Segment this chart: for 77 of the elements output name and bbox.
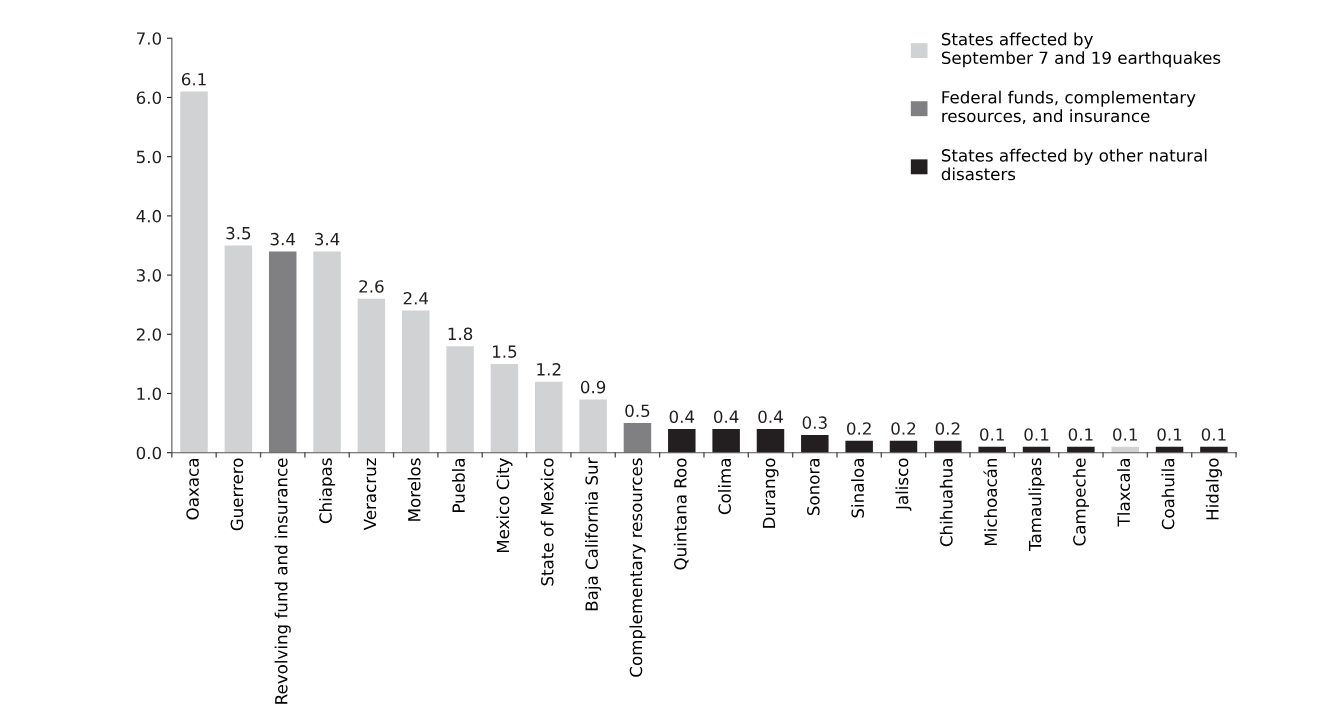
- bar: [268, 251, 297, 453]
- x-tick-label: Complementary resources: [629, 458, 646, 677]
- bar: [446, 346, 474, 453]
- bar: [889, 440, 918, 453]
- bar: [313, 251, 341, 453]
- x-tick-label: Durango: [762, 458, 779, 528]
- data-label: 6.1: [181, 72, 206, 86]
- x-tick-label: Baja California Sur: [585, 457, 602, 611]
- bar: [402, 310, 430, 453]
- x-tick-label: Revolving fund and insurance: [274, 458, 291, 704]
- data-label: 0.2: [935, 422, 960, 435]
- x-tick-label: Oaxaca: [186, 459, 199, 520]
- y-tick-label: 5.0: [136, 150, 162, 164]
- data-label: 2.6: [359, 280, 384, 293]
- y-tick-label: 3.0: [136, 269, 162, 282]
- data-label: 0.5: [625, 404, 650, 418]
- data-label: 0.1: [1157, 428, 1182, 441]
- bar: [756, 429, 785, 453]
- data-label: 3.4: [270, 232, 296, 246]
- legend-label: States affected by other natural disasters: [941, 148, 1207, 181]
- data-label: 0.1: [1113, 428, 1137, 441]
- data-label: 2.4: [403, 291, 429, 305]
- bar: [579, 399, 607, 453]
- data-label: 3.5: [226, 226, 251, 240]
- data-label: 1.8: [448, 327, 473, 341]
- bar: [712, 429, 740, 453]
- x-tick-label: Quintana Roo: [673, 458, 689, 570]
- x-tick-label: Michoacán: [983, 458, 998, 546]
- data-label: 0.1: [1201, 428, 1226, 441]
- x-tick-label: Jalisco: [895, 458, 912, 511]
- x-tick-label: Veracruz: [363, 458, 377, 531]
- x-tick-label: Puebla: [452, 459, 465, 512]
- data-label: 0.2: [891, 422, 916, 435]
- bar: [357, 298, 386, 453]
- x-tick-label: Chiapas: [318, 458, 336, 524]
- x-tick-label: Tamaulipas: [1028, 458, 1045, 551]
- x-tick-label: Campeche: [1072, 458, 1089, 546]
- data-label: 0.3: [802, 416, 827, 429]
- y-tick-label: 4.0: [136, 209, 162, 223]
- data-label: 1.2: [537, 363, 561, 376]
- x-tick-label: Mexico City: [496, 458, 513, 553]
- bar: [623, 423, 652, 453]
- data-label: 0.1: [1024, 428, 1049, 441]
- data-label: 3.4: [315, 232, 340, 246]
- data-label: 0.4: [758, 410, 783, 424]
- data-label: 0.9: [580, 380, 606, 394]
- x-tick-label: State of Mexico: [540, 458, 554, 586]
- bar: [801, 434, 829, 453]
- x-tick-label: Coahuila: [1161, 459, 1175, 530]
- legend-label: States affected by September 7 and 19 earthquakes: [941, 32, 1221, 68]
- x-tick-label: Hidalgo: [1205, 458, 1222, 520]
- legend-label: Federal funds, complementary resources, and insurance: [942, 90, 1196, 124]
- bar: [224, 245, 253, 453]
- data-label: 0.1: [980, 428, 1004, 441]
- y-tick-label: 2.0: [136, 328, 162, 341]
- data-label: 0.2: [847, 422, 871, 435]
- x-tick-label: Sonora: [807, 459, 820, 516]
- data-label: 0.4: [713, 410, 739, 424]
- x-tick-label: Sinaloa: [851, 459, 864, 518]
- data-label: 1.5: [493, 345, 517, 358]
- bar: [535, 381, 563, 453]
- x-tick-label: Morelos: [407, 458, 421, 521]
- bar: [934, 440, 962, 453]
- bar: [845, 440, 873, 453]
- bar: [668, 429, 696, 453]
- data-label: 0.4: [669, 410, 695, 424]
- y-tick-label: 0.0: [136, 446, 162, 460]
- data-label: 0.1: [1068, 428, 1093, 441]
- y-tick-label: 7.0: [137, 32, 162, 45]
- x-tick-label: Guerrero: [230, 458, 244, 531]
- bar: [490, 363, 519, 453]
- y-tick-label: 1.0: [137, 387, 162, 401]
- x-tick-label: Tlaxcala: [1117, 459, 1131, 527]
- y-tick-label: 6.0: [136, 91, 162, 105]
- bar: [180, 91, 208, 453]
- x-tick-label: Chihuahua: [939, 459, 953, 547]
- x-tick-label: Colima: [718, 459, 731, 515]
